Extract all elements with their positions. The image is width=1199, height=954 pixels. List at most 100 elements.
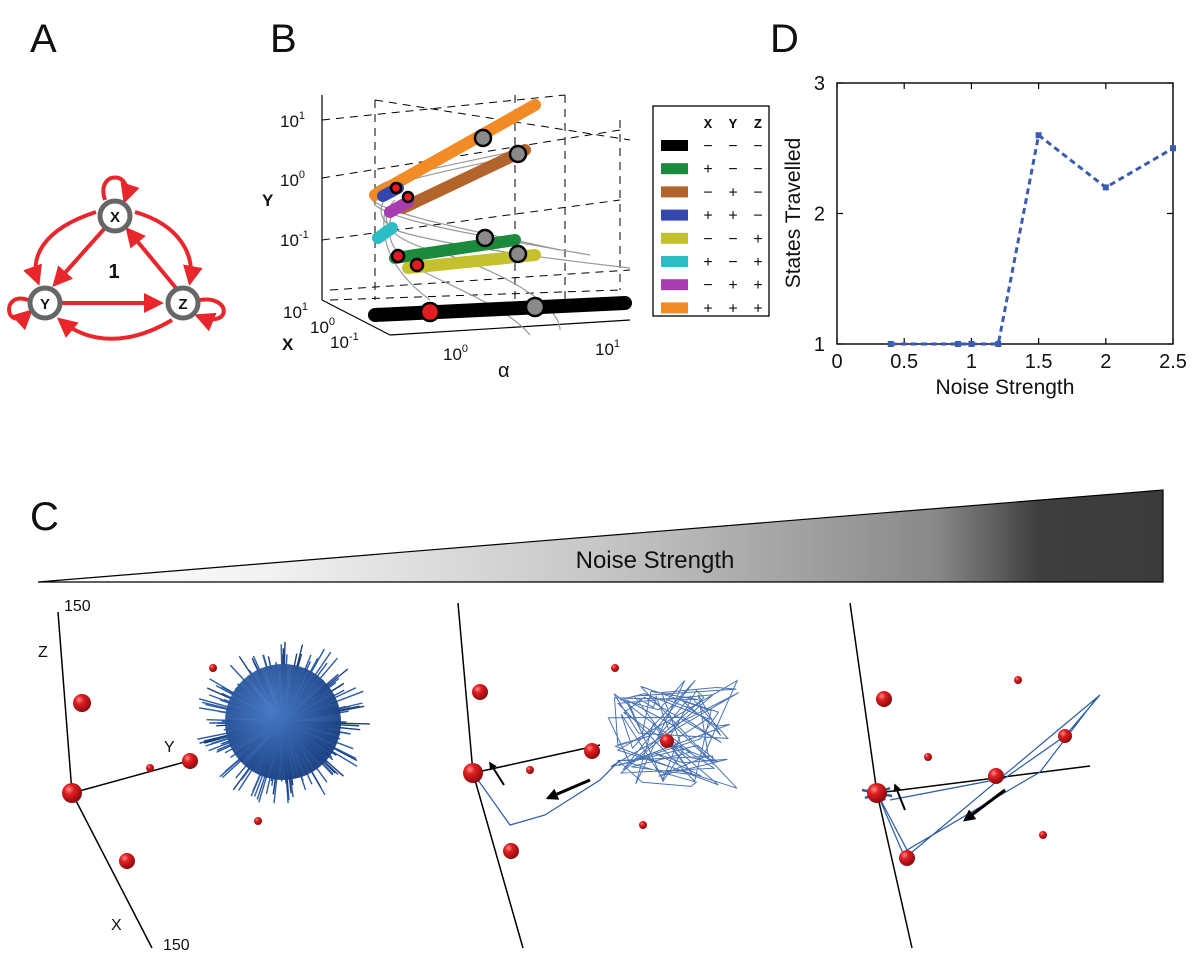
panel-a-nodes: X Y Z 1: [27, 198, 201, 321]
x-tick-1: 101: [283, 301, 308, 322]
legend-sign: −: [703, 138, 712, 155]
branch-black: [368, 296, 632, 322]
legend-sign: −: [753, 208, 762, 225]
legend-sign: +: [728, 184, 737, 201]
state-space-low-noise: 150 Z Y X 150: [38, 598, 370, 954]
branch-markers: [389, 128, 546, 323]
x-tick-label: 0.5: [890, 351, 918, 373]
legend-swatch: [661, 232, 688, 244]
self-loop-x: [101, 175, 140, 204]
legend-sign: −: [728, 138, 737, 155]
noise-trajectory-tangle: [607, 679, 740, 789]
legend-header-y: Y: [729, 117, 738, 133]
edge-z-y-bottom: [56, 317, 174, 341]
panel-b-legend: X Y Z − − −+ − −− + −+ + −− − ++ − +− + ++ + +: [652, 105, 770, 317]
y-tick-1: 101: [280, 110, 305, 131]
chart-xlabel: Noise Strength: [936, 376, 1075, 399]
legend-sign: +: [703, 254, 712, 271]
y-axis-label: Y: [262, 191, 274, 210]
x-tick-label: 2: [1100, 351, 1111, 373]
legend-sign: +: [728, 300, 737, 317]
panel-b-plot: 101 100 10-1 101 100 10-1 100 101 Y X α: [262, 94, 632, 382]
y-tick-label: 1: [814, 334, 825, 356]
legend-sign: +: [728, 277, 737, 294]
legend-sign: +: [703, 208, 712, 225]
legend-sign: +: [753, 231, 762, 248]
tick-150-bottom: 150: [163, 937, 190, 954]
panel-label-c: C: [30, 495, 59, 539]
legend-sign: +: [728, 208, 737, 225]
self-loop-y: [7, 296, 33, 331]
branch-green: [389, 234, 521, 264]
edge-z-x: [125, 226, 178, 290]
legend-swatch: [661, 163, 688, 175]
data-point: [1170, 145, 1176, 152]
alpha-tick-1: 100: [443, 343, 468, 364]
legend-sign: −: [703, 277, 712, 294]
y-tick-label: 2: [814, 204, 825, 226]
edge-x-y: [52, 226, 107, 287]
x-tick-2: 100: [310, 316, 335, 337]
state-space-high-noise: [849, 602, 1101, 949]
alpha-tick-2: 101: [595, 338, 620, 359]
legend-sign: +: [753, 277, 762, 294]
legend-sign: −: [728, 254, 737, 271]
y-tick-3: 10-1: [280, 229, 309, 250]
node-y: [27, 285, 63, 321]
x-axis-line: [321, 299, 391, 336]
legend-swatch: [661, 209, 688, 221]
data-point: [954, 341, 961, 347]
data-point: [1035, 132, 1042, 139]
alpha-axis-line: [389, 319, 631, 336]
series-line: [890, 132, 1174, 346]
drift-arrow-2: [489, 761, 505, 786]
legend-rows: − − −+ − −− + −+ + −− − ++ − +− + ++ + +: [661, 138, 763, 317]
legend-swatch: [661, 279, 688, 291]
chart-ticks: 0 0.5 1 1.5 2 2.5 1 2 3: [814, 73, 1187, 373]
noise-gradient-wedge: [37, 489, 1164, 583]
series-points: [887, 132, 1176, 347]
tick-150-top: 150: [64, 598, 91, 615]
motif-number: 1: [108, 261, 119, 283]
x-tick-label: 2.5: [1159, 351, 1187, 373]
x-tick-label: 1: [966, 351, 977, 373]
y-tick-label: 3: [814, 73, 825, 95]
legend-sign: −: [753, 184, 762, 201]
axis-z-label: Z: [38, 644, 48, 661]
legend-header-x: X: [704, 117, 713, 133]
legend-sign: −: [703, 231, 712, 248]
legend-sign: −: [753, 161, 762, 178]
legend-sign: −: [703, 184, 712, 201]
x-axis-label: X: [282, 335, 294, 354]
drift-arrow-4: [893, 783, 906, 811]
branch-cyan: [372, 222, 398, 244]
legend-sign: +: [753, 300, 762, 317]
legend-sign: +: [703, 300, 712, 317]
axis-x-label: X: [111, 917, 122, 934]
node-x: [97, 198, 133, 234]
panel-b-box: [321, 94, 631, 305]
axis-y-label: Y: [164, 739, 175, 756]
y-tick-2: 100: [280, 169, 305, 190]
data-point: [995, 341, 1002, 347]
panel-label-a: A: [30, 17, 57, 61]
chart-frame: [836, 82, 1174, 345]
node-z: [165, 285, 201, 321]
legend-swatch: [661, 302, 688, 314]
legend-sign: −: [753, 138, 762, 155]
legend-swatch: [661, 186, 688, 198]
alpha-axis-label: α: [498, 360, 510, 382]
chart-ylabel: States Travelled: [782, 138, 805, 289]
x-tick-label: 1.5: [1025, 351, 1053, 373]
legend-swatch: [661, 256, 688, 267]
drift-arrow-3: [963, 788, 1006, 822]
edge-x-z-outer: [134, 210, 203, 286]
legend-swatch: [661, 140, 688, 151]
panel-label-b: B: [270, 17, 297, 61]
panel-label-d: D: [770, 17, 799, 61]
data-point: [887, 341, 894, 347]
noise-gradient-label: Noise Strength: [576, 547, 735, 574]
legend-sign: +: [703, 161, 712, 178]
drift-arrow-1: [545, 778, 591, 800]
